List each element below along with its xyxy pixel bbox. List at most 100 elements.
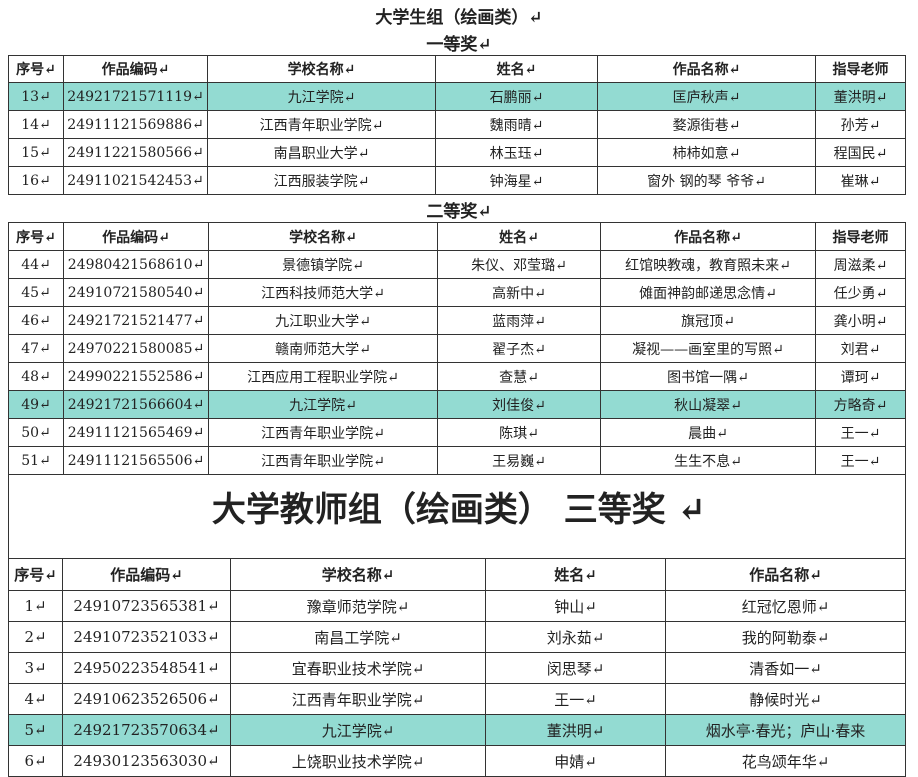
header-cell: 序号↵ [8, 222, 64, 251]
table-cell: 24980421568610↵ [63, 250, 209, 279]
table-cell: 3↵ [8, 652, 63, 684]
table-cell: 谭珂↵ [815, 362, 906, 391]
table-cell: 24910723565381↵ [62, 590, 231, 622]
table-cell: 九江学院↵ [230, 714, 486, 746]
table-cell: 林玉珏↵ [435, 138, 598, 167]
table-cell: 赣南师范大学↵ [208, 334, 438, 363]
table-cell: 豫章师范学院↵ [230, 590, 486, 622]
table-cell: 24911221580566↵ [63, 138, 208, 167]
table-cell: 朱仪、邓莹璐↵ [437, 250, 601, 279]
table-cell: 生生不息↵ [600, 446, 816, 475]
table-cell: 王一↵ [815, 418, 906, 447]
table-cell: 崔琳↵ [815, 166, 906, 195]
table-cell: 4↵ [8, 683, 63, 715]
award-title: 一等奖↵ [426, 35, 492, 55]
table-cell: 24921721521477↵ [63, 306, 209, 335]
table-cell: 王一↵ [815, 446, 906, 475]
table-cell: 刘君↵ [815, 334, 906, 363]
table-cell: 24911121565469↵ [63, 418, 209, 447]
table-cell: 窗外 钢的琴 爷爷↵ [597, 166, 816, 195]
table-cell: 47↵ [8, 334, 64, 363]
table-cell: 九江学院↵ [207, 82, 436, 111]
table-cell: 24950223548541↵ [62, 652, 231, 684]
table-cell: 24970221580085↵ [63, 334, 209, 363]
table-cell: 婺源街巷↵ [597, 110, 816, 139]
table-cell: 46↵ [8, 306, 64, 335]
table-cell: 24921723570634↵ [62, 714, 231, 746]
header-cell: 姓名↵ [435, 55, 598, 83]
table-cell: 49↵ [8, 390, 64, 419]
table-cell: 柿柿如意↵ [597, 138, 816, 167]
header-cell: 序号↵ [8, 55, 64, 83]
table-cell: 江西青年职业学院↵ [207, 110, 436, 139]
table-cell: 5↵ [8, 714, 63, 746]
header-cell: 学校名称↵ [208, 222, 438, 251]
table-cell: 王易巍↵ [437, 446, 601, 475]
table-cell: 烟水亭·春光；庐山·春来 [665, 714, 906, 746]
group-title: 大学教师组（绘画类） 三等奖 ↵ [211, 490, 707, 530]
table-cell: 江西服装学院↵ [207, 166, 436, 195]
table-cell: 钟山↵ [485, 590, 666, 622]
table-cell: 周滋柔↵ [815, 250, 906, 279]
table-cell: 13↵ [8, 82, 64, 111]
table-cell: 南昌工学院↵ [230, 621, 486, 653]
table-cell: 查慧↵ [437, 362, 601, 391]
table-cell: 红馆映教魂，教育照未来↵ [600, 250, 816, 279]
table-cell: 王一↵ [485, 683, 666, 715]
table-cell: 15↵ [8, 138, 64, 167]
table-cell: 江西青年职业学院↵ [208, 418, 438, 447]
table-cell: 陈琪↵ [437, 418, 601, 447]
header-cell: 学校名称↵ [230, 558, 486, 591]
award-title: 二等奖↵ [426, 202, 492, 222]
table-cell: 石鹏丽↵ [435, 82, 598, 111]
table-cell: 24910723521033↵ [62, 621, 231, 653]
table-cell: 1↵ [8, 590, 63, 622]
header-cell: 作品名称↵ [597, 55, 816, 83]
table-cell: 翟子杰↵ [437, 334, 601, 363]
header-cell: 作品编码↵ [63, 222, 209, 251]
table-cell: 14↵ [8, 110, 64, 139]
table-cell: 48↵ [8, 362, 64, 391]
table-cell: 24910623526506↵ [62, 683, 231, 715]
table-cell: 方略奇↵ [815, 390, 906, 419]
table-cell: 九江职业大学↵ [208, 306, 438, 335]
table-cell: 蓝雨萍↵ [437, 306, 601, 335]
table-cell: 刘永茹↵ [485, 621, 666, 653]
table-cell: 凝视——画室里的写照↵ [600, 334, 816, 363]
table-cell: 匡庐秋声↵ [597, 82, 816, 111]
table-cell: 刘佳俊↵ [437, 390, 601, 419]
header-cell: 序号↵ [8, 558, 63, 591]
table-cell: 2↵ [8, 621, 63, 653]
table-cell: 红冠忆恩师↵ [665, 590, 906, 622]
table-cell: 图书馆一隅↵ [600, 362, 816, 391]
table-cell: 晨曲↵ [600, 418, 816, 447]
table-cell: 6↵ [8, 745, 63, 777]
table-cell: 魏雨晴↵ [435, 110, 598, 139]
header-cell: 作品编码↵ [63, 55, 208, 83]
table-cell: 任少勇↵ [815, 278, 906, 307]
header-cell: 作品编码↵ [62, 558, 231, 591]
table-cell: 24930123563030↵ [62, 745, 231, 777]
table-cell: 45↵ [8, 278, 64, 307]
table-cell: 申婧↵ [485, 745, 666, 777]
table-cell: 16↵ [8, 166, 64, 195]
table-cell: 董洪明↵ [815, 82, 906, 111]
table-cell: 江西应用工程职业学院↵ [208, 362, 438, 391]
table-cell: 江西青年职业学院↵ [230, 683, 486, 715]
table-cell: 旗冠顶↵ [600, 306, 816, 335]
header-cell: 姓名↵ [485, 558, 666, 591]
table-cell: 花鸟颂年华↵ [665, 745, 906, 777]
table-cell: 九江学院↵ [208, 390, 438, 419]
table-cell: 24911121565506↵ [63, 446, 209, 475]
table-cell: 程国民↵ [815, 138, 906, 167]
table-cell: 孙芳↵ [815, 110, 906, 139]
table-cell: 南昌职业大学↵ [207, 138, 436, 167]
table-cell: 51↵ [8, 446, 64, 475]
table-cell: 宜春职业技术学院↵ [230, 652, 486, 684]
table-cell: 江西青年职业学院↵ [208, 446, 438, 475]
header-cell: 指导老师 [815, 222, 906, 251]
table-cell: 高新中↵ [437, 278, 601, 307]
header-cell: 作品名称↵ [665, 558, 906, 591]
table-cell: 龚小明↵ [815, 306, 906, 335]
